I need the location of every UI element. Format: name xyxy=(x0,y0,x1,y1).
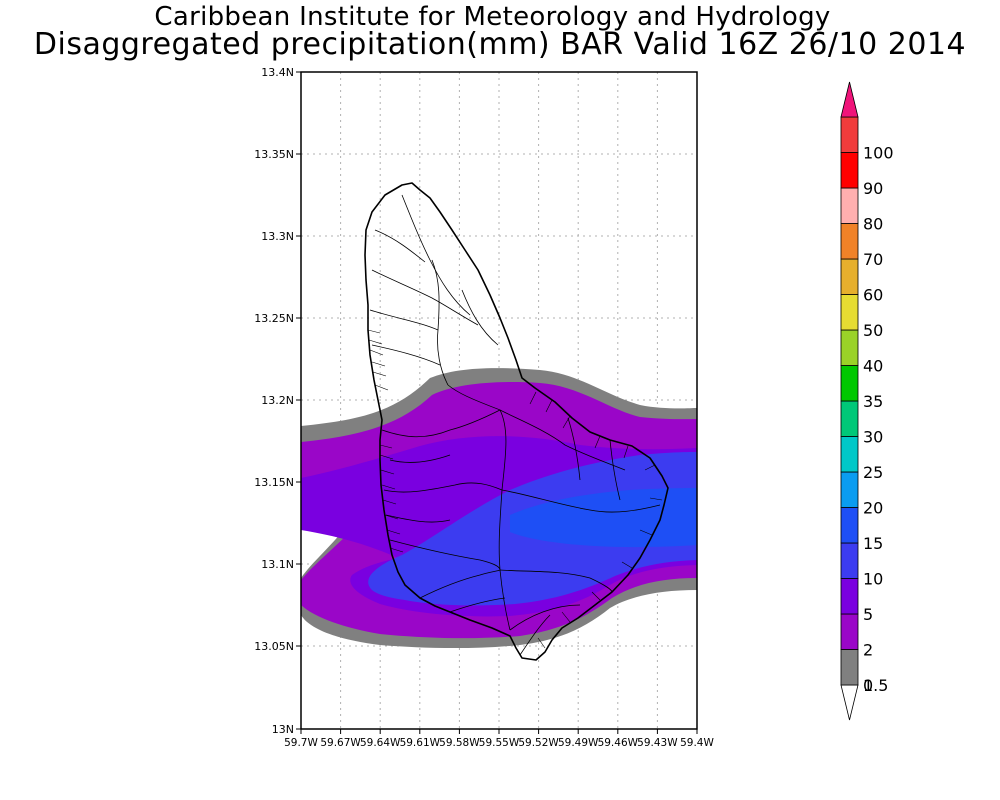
colorbar-swatch xyxy=(840,542,859,579)
colorbar-swatch xyxy=(840,684,859,721)
colorbar-swatch xyxy=(840,436,859,473)
coast-hatching xyxy=(367,329,663,649)
lat-tick: 13.35N xyxy=(254,148,294,161)
lon-tick: 59.46W xyxy=(598,737,639,749)
colorbar-swatch xyxy=(840,507,859,544)
lon-tick: 59.64W xyxy=(360,737,401,749)
colorbar-swatch xyxy=(840,152,859,189)
latitude-labels: 13.4N 13.35N 13.3N 13.25N 13.2N 13.15N 1… xyxy=(254,66,294,736)
colorbar-swatch xyxy=(840,81,859,118)
title-institute: Caribbean Institute for Meteorology and … xyxy=(154,2,831,32)
lon-tick: 59.7W xyxy=(284,737,318,749)
lon-tick: 59.58W xyxy=(439,737,480,749)
colorbar-label: 100 xyxy=(863,144,894,163)
colorbar-label: 0.5 xyxy=(863,676,888,695)
map-title: Disaggregated precipitation(mm) BAR Vali… xyxy=(33,27,967,62)
lat-tick: 13.15N xyxy=(254,476,294,489)
lat-tick: 13.05N xyxy=(254,640,294,653)
colorbar-label: 80 xyxy=(863,215,883,234)
lon-tick: 59.4W xyxy=(680,737,714,749)
colorbar-swatch xyxy=(840,116,859,153)
lat-tick: 13N xyxy=(272,723,294,736)
lat-tick: 13.2N xyxy=(261,394,294,407)
colorbar-label: 35 xyxy=(863,392,883,411)
colorbar-swatch xyxy=(840,223,859,260)
lon-tick: 59.43W xyxy=(637,737,678,749)
colorbar-swatch xyxy=(840,471,859,508)
colorbar-label: 15 xyxy=(863,534,883,553)
colorbar-swatch xyxy=(840,365,859,402)
lat-tick: 13.4N xyxy=(261,66,294,79)
island-outline xyxy=(364,182,669,661)
colorbar-label: 60 xyxy=(863,286,883,305)
lat-tick: 13.3N xyxy=(261,230,294,243)
colorbar-label: 50 xyxy=(863,321,883,340)
lon-tick: 59.52W xyxy=(518,737,559,749)
colorbar-label: 5 xyxy=(863,605,873,624)
colorbar-label: 10 xyxy=(863,570,883,589)
colorbar-label: 90 xyxy=(863,179,883,198)
colorbar-label: 1 xyxy=(863,676,873,695)
colorbar-label: 30 xyxy=(863,428,883,447)
lon-tick: 59.67W xyxy=(320,737,361,749)
colorbar-swatch xyxy=(840,187,859,224)
colorbar-swatch xyxy=(840,294,859,331)
colorbar-swatch xyxy=(840,400,859,437)
colorbar-label: 70 xyxy=(863,250,883,269)
colorbar-swatch xyxy=(840,578,859,615)
axis-ticks xyxy=(296,71,698,734)
colorbar-swatch xyxy=(840,613,859,650)
lat-tick: 13.1N xyxy=(261,558,294,571)
colorbar-swatch xyxy=(840,258,859,295)
colorbar-swatch xyxy=(840,649,859,686)
colorbar-label: 20 xyxy=(863,499,883,518)
lat-tick: 13.25N xyxy=(254,312,294,325)
colorbar-swatch xyxy=(840,329,859,366)
colorbar-label: 25 xyxy=(863,463,883,482)
lon-tick: 59.61W xyxy=(400,737,441,749)
colorbar-label: 2 xyxy=(863,641,873,660)
lon-tick: 59.55W xyxy=(479,737,520,749)
colorbar-label: 40 xyxy=(863,357,883,376)
watershed-lines xyxy=(369,194,661,656)
lon-tick: 59.49W xyxy=(558,737,599,749)
longitude-labels: 59.7W 59.67W 59.64W 59.61W 59.58W 59.55W… xyxy=(284,737,714,749)
